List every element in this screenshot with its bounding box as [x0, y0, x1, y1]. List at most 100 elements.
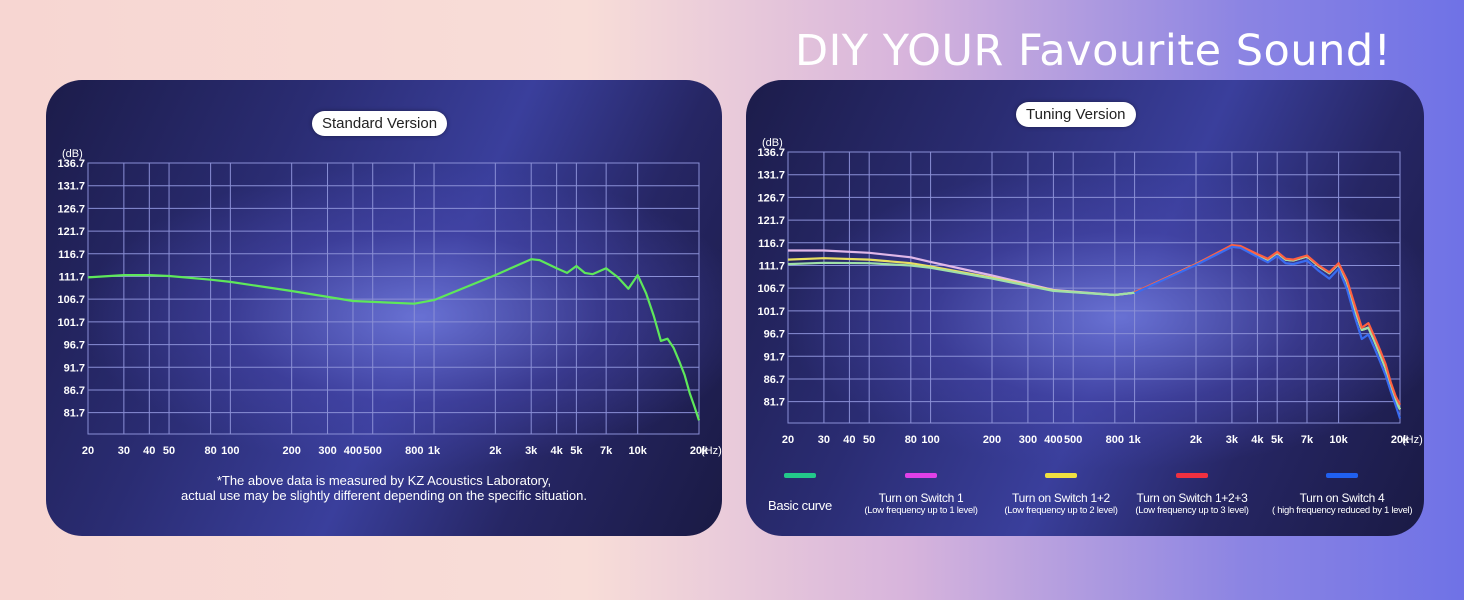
legend-name: Turn on Switch 1+2	[1012, 491, 1110, 505]
x-tick-label: 200	[282, 445, 300, 457]
x-tick-label: 40	[843, 434, 855, 446]
legend-name: Basic curve	[768, 498, 832, 513]
y-axis-label: (dB)	[62, 148, 83, 160]
x-tick-label: 3k	[525, 445, 538, 457]
x-tick-label: 1k	[1128, 434, 1141, 446]
standard-version-label: Standard Version	[312, 111, 448, 136]
series-line-4	[1134, 245, 1402, 419]
x-tick-label: 3k	[1226, 434, 1239, 446]
x-tick-label: 20	[82, 445, 94, 457]
plot-frame	[87, 162, 700, 435]
x-tick-label: 20k	[1391, 434, 1410, 446]
y-tick-label: 121.7	[757, 215, 785, 227]
x-tick-label: 30	[118, 445, 130, 457]
y-tick-label: 96.7	[64, 340, 85, 352]
legend-description: (Low frequency up to 2 level)	[1004, 505, 1118, 516]
measurement-note-line-1: *The above data is measured by KZ Acoust…	[216, 473, 552, 488]
tuning-version-label: Tuning Version	[1016, 102, 1136, 127]
legend-item: Basic curve	[746, 498, 870, 513]
legend-swatch	[1326, 473, 1358, 478]
legend-name: Turn on Switch 4	[1299, 491, 1385, 505]
x-axis-unit: (Hz)	[1402, 434, 1423, 446]
y-tick-label: 86.7	[764, 374, 785, 386]
x-tick-label: 500	[364, 445, 382, 457]
x-tick-label: 30	[818, 434, 830, 446]
x-tick-label: 300	[318, 445, 336, 457]
x-tick-label: 4k	[1251, 434, 1264, 446]
standard-frequency-chart: 136.7 131.7 126.7 121.7 116.7 111.7 106.7 101.7…	[57, 148, 722, 457]
series-line-0	[788, 244, 1401, 410]
legend-name: Turn on Switch 1	[878, 491, 964, 505]
y-tick-label: 91.7	[64, 362, 85, 374]
legend-description: (Low frequency up to 3 level)	[1135, 505, 1249, 516]
y-tick-label: 81.7	[64, 408, 85, 420]
x-tick-label: 4k	[551, 445, 564, 457]
x-tick-label: 500	[1064, 434, 1082, 446]
x-tick-label: 400	[1044, 434, 1062, 446]
y-tick-label: 116.7	[758, 238, 785, 250]
x-tick-label: 1k	[428, 445, 441, 457]
tuning-version-panel: Tuning Version 136.7 131.7 126.7 121.7 116.7…	[746, 80, 1424, 536]
y-tick-label: 131.7	[57, 181, 85, 193]
x-tick-label: 5k	[570, 445, 583, 457]
series-line-0	[87, 258, 701, 421]
y-tick-label: 121.7	[57, 226, 85, 238]
y-tick-label: 91.7	[764, 351, 785, 363]
legend-description: (Low frequency up to 1 level)	[864, 505, 978, 516]
legend-swatch	[1176, 473, 1208, 478]
x-tick-label: 40	[143, 445, 155, 457]
y-tick-label: 136.7	[57, 158, 85, 170]
legend-description: ( high frequency reduced by 1 level)	[1272, 505, 1413, 516]
y-tick-label: 136.7	[757, 147, 785, 159]
legend-swatch	[784, 473, 816, 478]
x-tick-label: 10k	[1329, 434, 1348, 446]
y-tick-label: 101.7	[757, 306, 785, 318]
series-line-1	[787, 244, 1401, 410]
headline: DIY YOUR Favourite Sound!	[795, 26, 1392, 76]
y-tick-label: 106.7	[57, 294, 85, 306]
x-tick-label: 400	[344, 445, 362, 457]
x-axis-unit: (Hz)	[701, 445, 722, 457]
legend-item: Turn on Switch 1+2+3 (Low frequency up to…	[1122, 491, 1262, 516]
legend-name: Turn on Switch 1+2+3	[1136, 491, 1248, 505]
x-tick-label: 100	[221, 445, 239, 457]
y-tick-label: 81.7	[764, 397, 785, 409]
x-tick-label: 50	[863, 434, 875, 446]
legend-swatch	[905, 473, 937, 478]
legend-item: Turn on Switch 1 (Low frequency up to 1 l…	[851, 491, 991, 516]
tuning-frequency-chart: 136.7 131.7 126.7 121.7 116.7 111.7 106.7 101.7…	[757, 137, 1423, 446]
measurement-note-line-2: actual use may be slightly different dep…	[181, 488, 587, 503]
legend-item: Turn on Switch 1+2 (Low frequency up to 2…	[991, 491, 1131, 516]
series-line-2	[787, 244, 1401, 410]
legend-item: Turn on Switch 4( high frequency reduced…	[1272, 491, 1413, 516]
y-tick-label: 116.7	[58, 249, 85, 261]
standard-version-panel: Standard Version 136.7 131.7 126.7 121.7 116…	[46, 80, 722, 536]
y-tick-label: 106.7	[757, 283, 785, 295]
x-tick-label: 7k	[600, 445, 613, 457]
y-tick-label: 126.7	[57, 203, 85, 215]
x-tick-label: 200	[983, 434, 1001, 446]
x-tick-label: 7k	[1301, 434, 1314, 446]
x-tick-label: 100	[921, 434, 939, 446]
y-axis-label: (dB)	[762, 137, 783, 149]
y-tick-label: 111.7	[59, 271, 85, 283]
x-tick-label: 2k	[1190, 434, 1203, 446]
x-tick-label: 5k	[1271, 434, 1284, 446]
x-tick-label: 300	[1019, 434, 1037, 446]
x-tick-label: 20	[782, 434, 794, 446]
y-tick-label: 126.7	[757, 192, 785, 204]
series-line-3	[1134, 244, 1401, 406]
x-tick-label: 800	[405, 445, 423, 457]
plot-frame	[787, 151, 1401, 424]
x-tick-label: 50	[163, 445, 175, 457]
x-tick-label: 80	[204, 445, 216, 457]
x-tick-label: 20k	[690, 445, 709, 457]
y-tick-label: 131.7	[757, 170, 785, 182]
y-tick-label: 86.7	[64, 385, 85, 397]
y-tick-label: 96.7	[764, 329, 785, 341]
x-tick-label: 800	[1106, 434, 1124, 446]
y-tick-label: 111.7	[759, 260, 785, 272]
x-tick-label: 10k	[629, 445, 648, 457]
legend-swatch	[1045, 473, 1077, 478]
y-tick-label: 101.7	[57, 317, 85, 329]
